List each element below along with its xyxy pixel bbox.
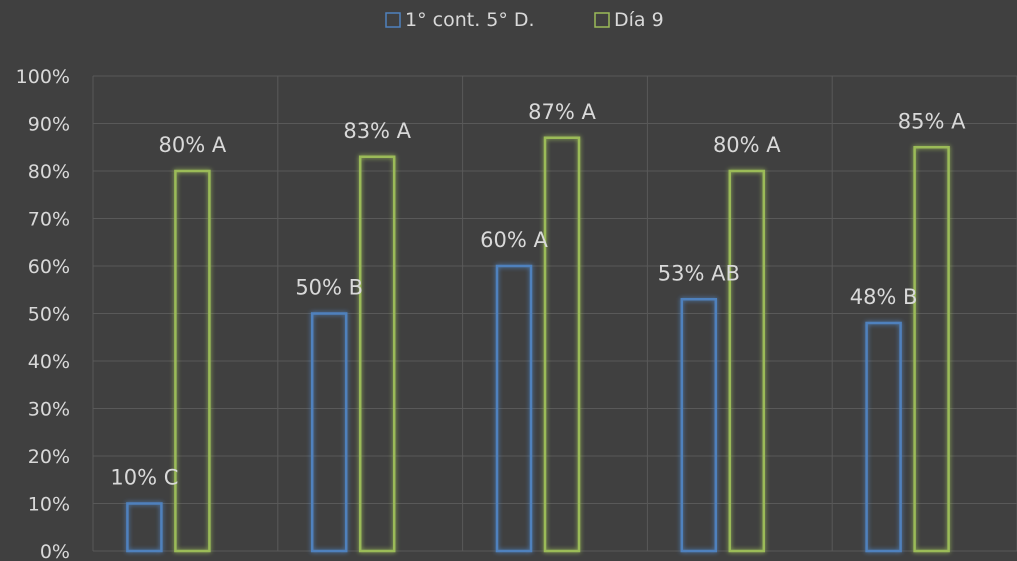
data-label-series-2-2: 83% A (343, 119, 411, 143)
y-tick-label: 60% (28, 256, 70, 278)
gridlines (92, 75, 1017, 552)
y-tick-label: 20% (28, 446, 70, 468)
bar-series-1-2 (310, 312, 348, 553)
legend-label-series-2: Día 9 (614, 9, 664, 31)
data-label-series-1-3: 60% A (480, 228, 548, 252)
data-label-series-1-4: 53% AB (658, 261, 740, 285)
bar-series-1-1 (126, 502, 163, 553)
y-tick-label: 0% (40, 541, 70, 561)
y-tick-label: 40% (28, 351, 70, 373)
bar-series-1-5 (865, 321, 902, 553)
y-tick-label: 10% (28, 494, 70, 516)
data-label-series-1-5: 48% B (850, 285, 918, 309)
chart-legend: 1° cont. 5° D. Día 9 (385, 9, 664, 31)
legend-swatch-series-1 (385, 12, 401, 28)
legend-item-series-1: 1° cont. 5° D. (385, 9, 535, 31)
bar-series-1-3 (495, 264, 533, 553)
legend-label-series-1: 1° cont. 5° D. (405, 9, 535, 31)
data-labels: 10% C 50% B 60% A 53% AB 48% B 80% A 83% A 87% … (110, 100, 966, 490)
bar-series-2-5 (913, 146, 950, 553)
y-tick-label: 100% (16, 66, 70, 88)
y-tick-label: 90% (28, 114, 70, 136)
data-label-series-1-2: 50% B (295, 276, 363, 300)
data-label-series-2-4: 80% A (713, 133, 781, 157)
y-tick-label: 30% (28, 399, 70, 421)
y-tick-label: 50% (28, 304, 70, 326)
data-label-series-1-1: 10% C (110, 466, 178, 490)
y-tick-label: 70% (28, 209, 70, 231)
data-label-series-2-3: 87% A (528, 100, 596, 124)
bars (126, 136, 950, 553)
bar-series-2-4 (728, 169, 766, 553)
data-label-series-2-5: 85% A (898, 109, 966, 133)
y-axis: 0% 10% 20% 30% 40% 50% 60% 70% 80% 90% 100% (16, 66, 70, 561)
legend-item-series-2: Día 9 (594, 9, 664, 31)
data-label-series-2-1: 80% A (159, 133, 227, 157)
bar-series-2-1 (174, 169, 211, 553)
bar-series-2-2 (358, 155, 396, 553)
y-tick-label: 80% (28, 161, 70, 183)
bar-series-1-4 (680, 298, 718, 553)
legend-swatch-series-2 (594, 12, 610, 28)
bar-series-2-3 (543, 136, 581, 553)
